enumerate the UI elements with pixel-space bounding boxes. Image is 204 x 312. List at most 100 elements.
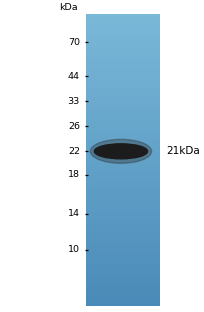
Bar <box>86 230 159 231</box>
Bar <box>86 190 159 191</box>
Bar <box>86 294 159 295</box>
Bar <box>86 40 159 41</box>
Bar <box>86 292 159 293</box>
Bar <box>86 276 159 278</box>
Bar <box>86 74 159 75</box>
Bar <box>86 145 159 146</box>
Bar <box>86 206 159 207</box>
Bar <box>86 56 159 57</box>
Bar <box>86 87 159 88</box>
Bar <box>86 272 159 274</box>
Bar <box>86 300 159 301</box>
Bar <box>86 227 159 228</box>
Bar <box>86 237 159 239</box>
Bar <box>86 246 159 247</box>
Bar <box>86 252 159 253</box>
Bar <box>86 124 159 125</box>
Bar <box>86 80 159 81</box>
Bar <box>86 239 159 241</box>
Bar <box>86 208 159 209</box>
Bar <box>86 217 159 218</box>
Bar <box>86 165 159 167</box>
Bar <box>86 39 159 40</box>
Bar <box>86 107 159 108</box>
Bar <box>86 305 159 306</box>
Bar <box>86 132 159 134</box>
Bar <box>86 171 159 173</box>
Bar <box>86 153 159 154</box>
Bar <box>86 299 159 300</box>
Bar <box>86 50 159 51</box>
Bar <box>86 130 159 132</box>
Bar <box>86 124 159 126</box>
Bar <box>86 129 159 130</box>
Bar <box>86 61 159 62</box>
Bar <box>86 96 159 98</box>
Bar <box>86 14 159 15</box>
Bar <box>86 296 159 297</box>
Bar <box>86 140 159 141</box>
Bar <box>86 220 159 221</box>
Bar <box>86 35 159 37</box>
Bar <box>86 79 159 80</box>
Bar <box>86 22 159 24</box>
Bar <box>86 53 159 54</box>
Bar <box>86 151 159 152</box>
Bar <box>86 233 159 235</box>
Bar <box>86 215 159 216</box>
Bar <box>86 42 159 43</box>
Bar <box>86 65 159 66</box>
Text: 22: 22 <box>68 147 80 156</box>
Bar <box>86 128 159 129</box>
Bar <box>86 114 159 115</box>
Bar <box>86 111 159 112</box>
Bar <box>86 64 159 66</box>
Bar <box>86 36 159 37</box>
Bar <box>86 228 159 229</box>
Bar <box>86 157 159 158</box>
Bar <box>86 254 159 255</box>
Bar <box>86 136 159 138</box>
Bar <box>86 104 159 105</box>
Bar <box>86 83 159 84</box>
Bar <box>86 158 159 159</box>
Bar <box>86 51 159 52</box>
Ellipse shape <box>94 144 147 159</box>
Bar <box>86 78 159 79</box>
Bar <box>86 260 159 261</box>
Bar <box>86 46 159 47</box>
Bar <box>86 142 159 144</box>
Bar <box>86 164 159 166</box>
Bar <box>86 90 159 92</box>
Bar <box>86 249 159 250</box>
Bar <box>86 262 159 263</box>
Text: 10: 10 <box>68 245 80 254</box>
Bar <box>86 250 159 251</box>
Bar <box>86 210 159 212</box>
Bar <box>86 196 159 197</box>
Bar <box>86 197 159 198</box>
Bar <box>86 198 159 200</box>
Bar <box>86 44 159 45</box>
Bar <box>86 29 159 31</box>
Bar <box>86 31 159 32</box>
Bar <box>86 295 159 296</box>
Bar <box>86 49 159 50</box>
Bar <box>86 193 159 194</box>
Bar <box>86 232 159 233</box>
Bar <box>86 138 159 139</box>
Bar <box>86 137 159 139</box>
Text: 18: 18 <box>68 170 80 179</box>
Bar <box>86 179 159 180</box>
Bar <box>86 86 159 87</box>
Bar <box>86 223 159 224</box>
Bar <box>86 73 159 74</box>
Bar <box>86 300 159 302</box>
Bar <box>86 116 159 117</box>
Bar <box>86 92 159 94</box>
Bar <box>86 229 159 230</box>
Bar <box>86 298 159 299</box>
Bar <box>86 28 159 30</box>
Bar <box>86 214 159 215</box>
Bar <box>86 203 159 205</box>
